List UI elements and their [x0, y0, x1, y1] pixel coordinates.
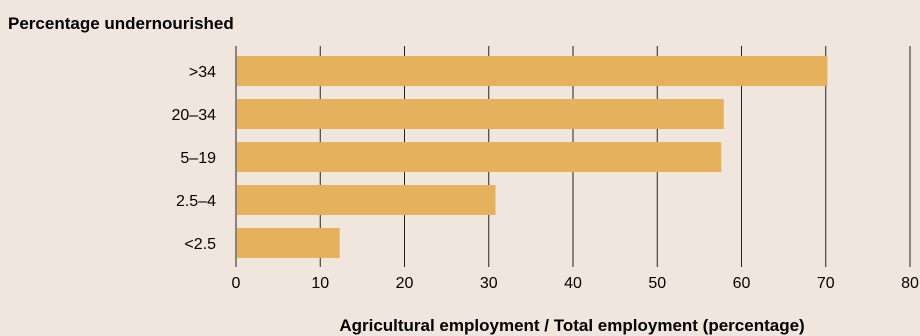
x-tick-label: 80 — [901, 275, 919, 292]
bar — [237, 99, 724, 129]
category-label: 2.5–4 — [176, 193, 216, 210]
x-tick-label: 0 — [232, 275, 241, 292]
category-labels: >34 20–34 5–19 2.5–4 <2.5 — [172, 64, 217, 253]
x-tick-label: 30 — [480, 275, 498, 292]
bars — [237, 56, 828, 258]
category-label: <2.5 — [184, 236, 216, 253]
x-tick-label: 10 — [311, 275, 329, 292]
x-tick-label: 50 — [648, 275, 666, 292]
category-label: 5–19 — [180, 150, 216, 167]
x-tick-label: 40 — [564, 275, 582, 292]
bar — [237, 228, 340, 258]
x-tick-label: 70 — [817, 275, 835, 292]
bar — [237, 56, 828, 86]
x-tick-labels: 0 10 20 30 40 50 60 70 80 — [232, 275, 919, 292]
bar — [237, 185, 496, 215]
x-tick-label: 20 — [396, 275, 414, 292]
category-label: >34 — [189, 64, 216, 81]
x-axis-title: Agricultural employment / Total employme… — [339, 316, 804, 335]
y-axis-title: Percentage undernourished — [8, 14, 234, 33]
category-label: 20–34 — [172, 107, 217, 124]
x-tick-label: 60 — [733, 275, 751, 292]
bar — [237, 142, 722, 172]
